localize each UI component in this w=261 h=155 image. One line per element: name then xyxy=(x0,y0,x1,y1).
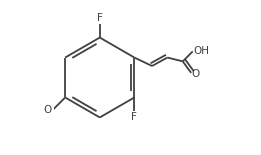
Text: F: F xyxy=(97,13,103,23)
Text: O: O xyxy=(43,105,52,115)
Text: OH: OH xyxy=(193,46,209,56)
Text: O: O xyxy=(192,69,200,79)
Text: F: F xyxy=(132,112,137,122)
